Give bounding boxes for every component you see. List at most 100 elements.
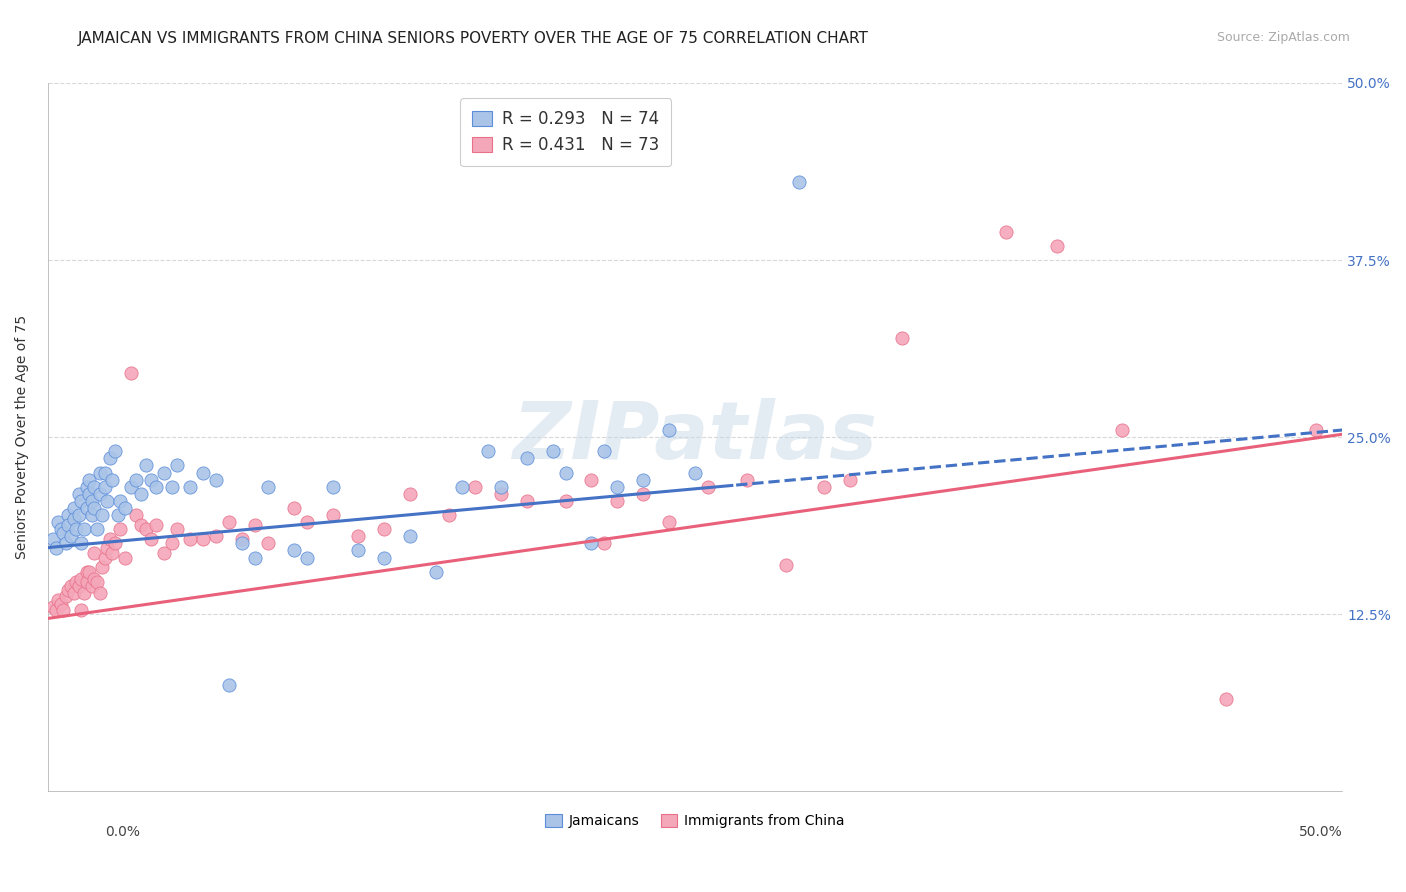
Point [477, 444, 499, 458]
Point [516, 493, 538, 508]
Point [89, 487, 111, 501]
Point [49, 522, 72, 536]
Point [735, 473, 758, 487]
Point [52, 526, 75, 541]
Point [218, 678, 240, 692]
Point [110, 493, 132, 508]
Point [697, 480, 720, 494]
Point [322, 480, 344, 494]
Point [399, 529, 422, 543]
Point [107, 508, 129, 522]
Point [160, 536, 183, 550]
Point [65, 522, 87, 536]
Point [58, 583, 80, 598]
Point [243, 550, 266, 565]
Point [1046, 239, 1069, 253]
Point [658, 515, 681, 529]
Legend: Jamaicans, Immigrants from China: Jamaicans, Immigrants from China [540, 809, 851, 834]
Point [70, 572, 93, 586]
Point [489, 480, 512, 494]
Point [67, 579, 90, 593]
Point [49, 597, 72, 611]
Point [631, 487, 654, 501]
Point [91, 508, 114, 522]
Point [141, 532, 163, 546]
Point [125, 473, 148, 487]
Point [231, 532, 253, 546]
Point [42, 532, 65, 546]
Point [86, 574, 108, 589]
Point [606, 493, 628, 508]
Point [399, 487, 422, 501]
Point [153, 546, 176, 560]
Point [80, 508, 103, 522]
Point [110, 522, 132, 536]
Point [77, 487, 100, 501]
Point [145, 517, 167, 532]
Point [891, 331, 914, 345]
Point [205, 529, 228, 543]
Point [347, 529, 370, 543]
Point [98, 532, 121, 546]
Point [166, 522, 188, 536]
Point [191, 532, 214, 546]
Point [93, 550, 115, 565]
Point [1111, 423, 1133, 437]
Point [86, 522, 108, 536]
Point [218, 515, 240, 529]
Point [606, 480, 628, 494]
Point [83, 572, 105, 586]
Point [554, 466, 576, 480]
Point [205, 473, 228, 487]
Point [581, 536, 603, 550]
Point [42, 600, 65, 615]
Text: Source: ZipAtlas.com: Source: ZipAtlas.com [1216, 31, 1350, 45]
Point [60, 579, 83, 593]
Point [125, 508, 148, 522]
Point [295, 550, 318, 565]
Point [98, 451, 121, 466]
Point [44, 541, 66, 555]
Point [166, 458, 188, 473]
Point [70, 536, 93, 550]
Point [373, 550, 395, 565]
Point [60, 529, 83, 543]
Point [55, 536, 77, 550]
Point [62, 512, 84, 526]
Point [65, 574, 87, 589]
Point [283, 543, 305, 558]
Point [83, 546, 105, 560]
Point [114, 500, 136, 515]
Point [62, 500, 84, 515]
Point [451, 480, 474, 494]
Point [347, 543, 370, 558]
Point [83, 500, 105, 515]
Point [554, 493, 576, 508]
Point [101, 473, 124, 487]
Point [46, 515, 69, 529]
Point [101, 546, 124, 560]
Point [141, 473, 163, 487]
Point [283, 500, 305, 515]
Point [160, 480, 183, 494]
Point [129, 517, 152, 532]
Point [658, 423, 681, 437]
Point [91, 560, 114, 574]
Point [1215, 692, 1237, 706]
Point [80, 579, 103, 593]
Point [114, 550, 136, 565]
Point [77, 565, 100, 579]
Point [73, 522, 96, 536]
Point [104, 444, 127, 458]
Point [683, 466, 706, 480]
Point [58, 508, 80, 522]
Point [104, 536, 127, 550]
Point [322, 508, 344, 522]
Point [67, 487, 90, 501]
Point [489, 487, 512, 501]
Point [76, 480, 98, 494]
Point [70, 603, 93, 617]
Point [89, 586, 111, 600]
Point [191, 466, 214, 480]
Point [231, 536, 253, 550]
